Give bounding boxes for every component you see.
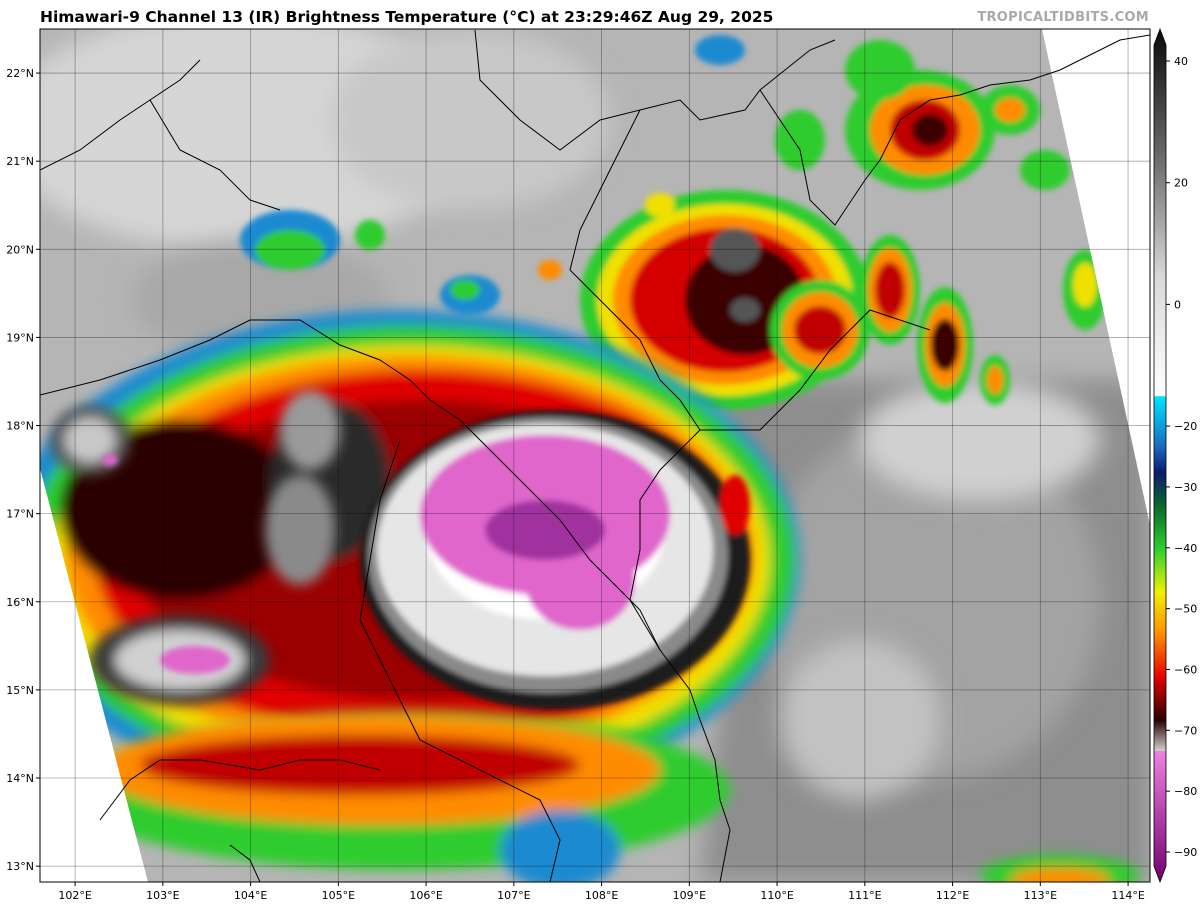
colorbar-tick-label: 20 — [1174, 177, 1188, 190]
lat-tick-label: 16°N — [6, 596, 34, 609]
colorbar-tick-label: −90 — [1174, 846, 1197, 859]
lon-tick-label: 110°E — [760, 889, 793, 902]
lon-tick-label: 109°E — [673, 889, 706, 902]
lat-tick-label: 15°N — [6, 684, 34, 697]
lat-tick-label: 14°N — [6, 772, 34, 785]
lat-axis: 13°N 14°N 15°N 16°N 17°N 18°N 19°N 20°N 21°N 22°N — [6, 67, 40, 873]
plot-frame — [39, 28, 1151, 883]
lon-tick-label: 111°E — [848, 889, 881, 902]
lat-tick-label: 22°N — [6, 67, 34, 80]
colorbar-tick-label: 40 — [1174, 55, 1188, 68]
colorbar-tick-label: −40 — [1174, 542, 1197, 555]
lat-tick-label: 19°N — [6, 331, 34, 344]
lon-tick-label: 107°E — [497, 889, 530, 902]
colorbar: 40 20 0 −20 −30 −40 −50 −60 −70 −80 −90 — [1153, 27, 1197, 884]
colorbar-tick-label: −20 — [1174, 420, 1197, 433]
lat-tick-label: 13°N — [6, 860, 34, 873]
ir-imagery — [40, 29, 1150, 882]
lon-tick-label: 102°E — [58, 889, 91, 902]
colorbar-tick-label: 0 — [1174, 298, 1181, 311]
lon-tick-label: 105°E — [322, 889, 355, 902]
gridlines — [40, 29, 1150, 882]
colorbar-tick-label: −70 — [1174, 724, 1197, 737]
lon-tick-label: 104°E — [234, 889, 267, 902]
colorbar-tick-label: −50 — [1174, 603, 1197, 616]
coastlines — [40, 29, 1150, 882]
lat-tick-label: 18°N — [6, 420, 34, 433]
map-title: Himawari-9 Channel 13 (IR) Brightness Te… — [40, 8, 774, 26]
colorbar-bar — [1153, 27, 1167, 884]
lat-tick-label: 21°N — [6, 155, 34, 168]
colorbar-tick-label: −30 — [1174, 481, 1197, 494]
lat-tick-label: 17°N — [6, 508, 34, 521]
lon-tick-label: 114°E — [1111, 889, 1144, 902]
lat-tick-label: 20°N — [6, 243, 34, 256]
lon-tick-label: 103°E — [146, 889, 179, 902]
lon-axis: 102°E 103°E 104°E 105°E 106°E 107°E 108°E 109°E… — [58, 882, 1145, 902]
lon-tick-label: 112°E — [936, 889, 969, 902]
credit-label: TROPICALTIDBITS.COM — [977, 10, 1149, 25]
colorbar-tick-label: −60 — [1174, 663, 1197, 676]
lon-tick-label: 106°E — [409, 889, 442, 902]
colorbar-ticks: 40 20 0 −20 −30 −40 −50 −60 −70 −80 −90 — [1166, 55, 1197, 859]
colorbar-tick-label: −80 — [1174, 785, 1197, 798]
lon-tick-label: 113°E — [1024, 889, 1057, 902]
lon-tick-label: 108°E — [585, 889, 618, 902]
